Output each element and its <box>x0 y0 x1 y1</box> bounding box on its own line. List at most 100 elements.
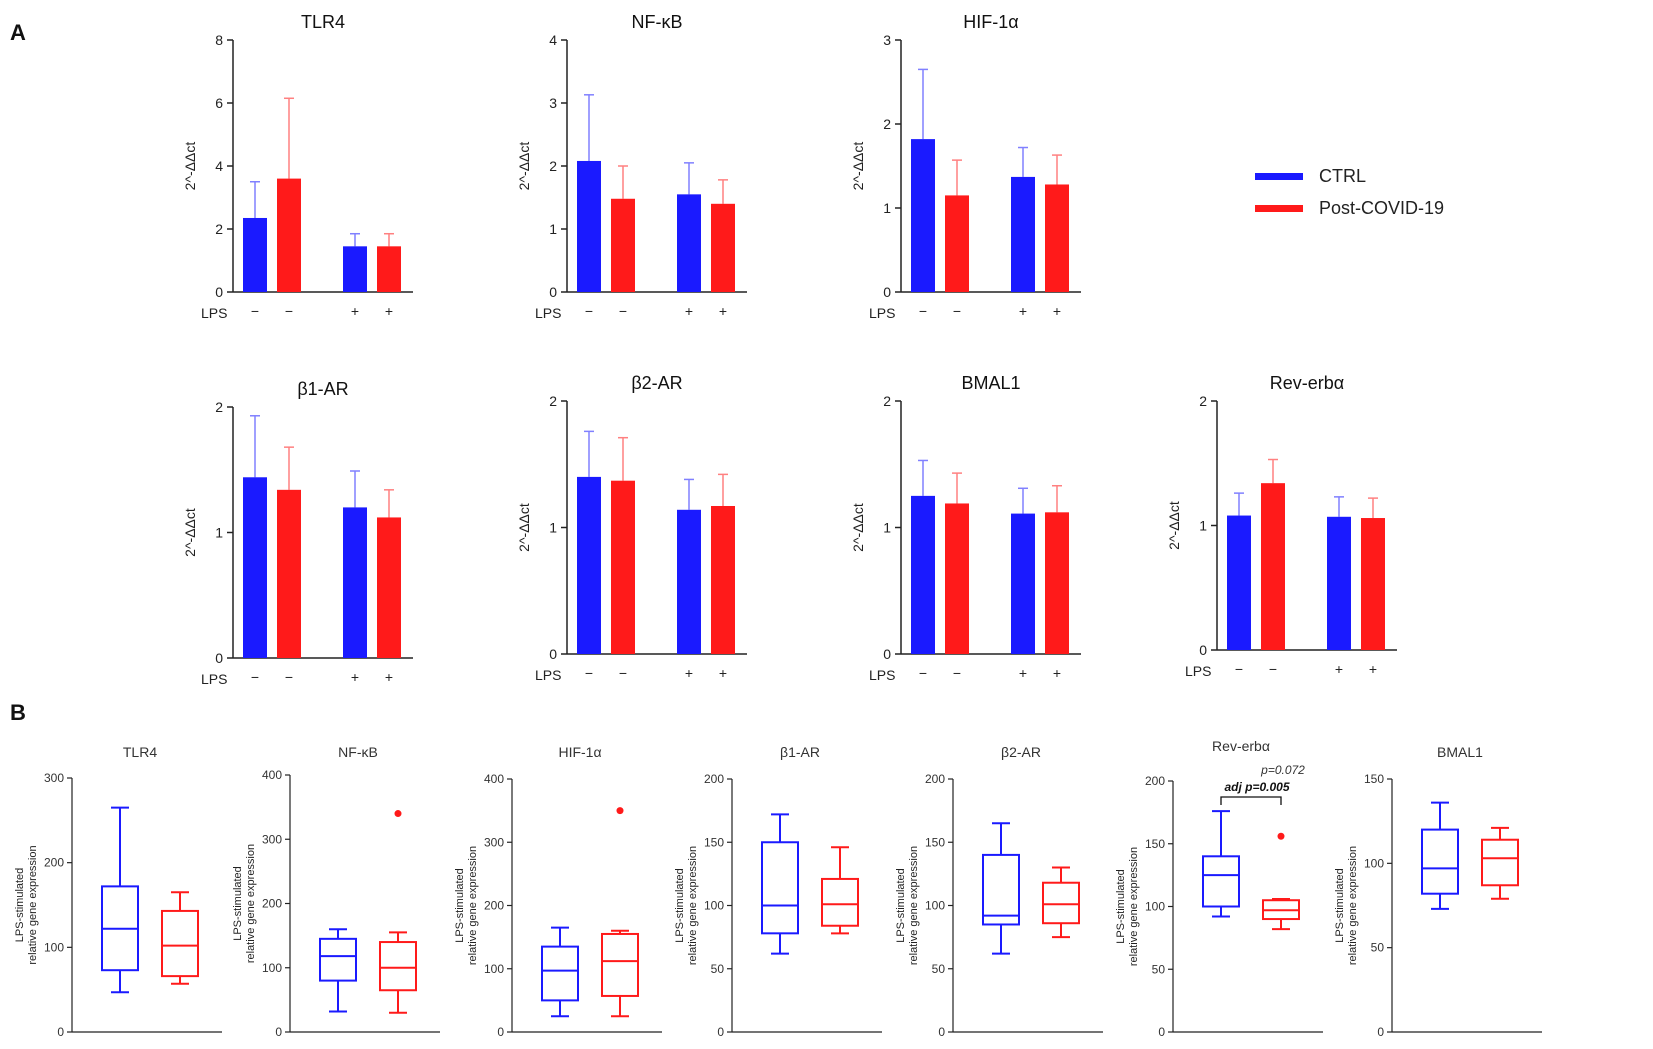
y-axis-label-line: LPS-stimulated <box>14 868 26 943</box>
box-post-covid <box>161 909 199 978</box>
lps-sign: − <box>251 669 259 685</box>
box-ctrl <box>319 937 357 982</box>
lps-label: LPS <box>1185 663 1211 679</box>
bar-ctrl-lps-minus <box>1227 515 1251 650</box>
y-tick-label: 2 <box>549 158 557 174</box>
chart-a-bmal1: BMAL1 2^-ΔΔct 0 1 2 LPS − − + + <box>850 373 1081 683</box>
chart-title: TLR4 <box>123 744 157 760</box>
y-tick-label: 100 <box>44 940 64 954</box>
lps-sign: − <box>619 303 627 319</box>
chart-b-tlr4: TLR4 LPS-stimulatedrelative gene expressi… <box>14 744 222 1039</box>
bar-post-covid-lps-plus <box>1045 512 1069 654</box>
box-post-covid <box>601 932 639 997</box>
lps-sign: − <box>285 669 293 685</box>
chart-title: β2-AR <box>631 373 682 393</box>
y-axis-label-line: LPS-stimulated <box>1115 869 1127 944</box>
box-ctrl <box>1202 855 1240 908</box>
y-tick-label: 4 <box>215 158 223 174</box>
lps-sign: + <box>351 303 359 319</box>
legend-label-ctrl: CTRL <box>1319 165 1367 186</box>
lps-sign: + <box>719 303 727 319</box>
lps-label: LPS <box>535 667 561 683</box>
bar-ctrl-lps-plus <box>677 194 701 292</box>
y-tick-label: 100 <box>925 899 945 913</box>
lps-sign: + <box>351 669 359 685</box>
y-axis-label: 2^-ΔΔct <box>850 503 866 552</box>
y-tick-label: 2 <box>1199 393 1207 409</box>
y-tick-label: 200 <box>262 897 282 911</box>
y-tick-label: 0 <box>57 1025 64 1039</box>
y-tick-label: 150 <box>1145 837 1165 851</box>
y-tick-label: 1 <box>549 520 557 536</box>
bar-post-covid-lps-plus <box>1045 184 1069 292</box>
lps-sign: + <box>385 669 393 685</box>
lps-sign: + <box>1335 661 1343 677</box>
chart-title: NF-κB <box>338 744 378 760</box>
lps-sign: + <box>1369 661 1377 677</box>
bar-post-covid-lps-minus <box>611 198 635 292</box>
y-tick-label: 0 <box>549 284 557 300</box>
y-tick-label: 1 <box>883 520 891 536</box>
lps-sign: − <box>585 303 593 319</box>
box-ctrl <box>1421 828 1459 895</box>
y-tick-label: 0 <box>883 284 891 300</box>
chart-a-tlr4: TLR4 2^-ΔΔct 0 2 4 6 8 LPS − − + + <box>182 12 413 321</box>
y-tick-label: 0 <box>1377 1025 1384 1039</box>
y-axis-label: LPS-stimulatedrelative gene expression <box>1115 847 1140 966</box>
panel-label-a: A <box>10 20 26 45</box>
y-tick-label: 2 <box>883 116 891 132</box>
outlier-post-covid <box>394 810 402 818</box>
lps-label: LPS <box>201 671 227 687</box>
y-axis-label: LPS-stimulatedrelative gene expression <box>674 846 699 965</box>
box-ctrl <box>982 853 1020 926</box>
y-axis-label-line: LPS-stimulated <box>674 868 686 943</box>
y-tick-label: 100 <box>704 899 724 913</box>
bar-ctrl-lps-plus <box>677 509 701 654</box>
y-tick-label: 200 <box>704 772 724 786</box>
y-axis-label: LPS-stimulatedrelative gene expression <box>895 846 920 965</box>
y-tick-label: 200 <box>484 899 504 913</box>
y-tick-label: 300 <box>44 771 64 785</box>
y-tick-label: 300 <box>262 832 282 846</box>
lps-sign: − <box>919 303 927 319</box>
bar-ctrl-lps-minus <box>911 139 935 292</box>
chart-title: HIF-1α <box>963 12 1018 32</box>
y-tick-label: 0 <box>549 646 557 662</box>
lps-sign: − <box>919 665 927 681</box>
box-post-covid <box>1042 881 1080 925</box>
bar-post-covid-lps-minus <box>611 480 635 654</box>
chart-a-reverb: Rev-erbα 2^-ΔΔct 0 1 2 LPS − − + + <box>1166 373 1397 679</box>
y-tick-label: 50 <box>932 962 946 976</box>
y-tick-label: 0 <box>717 1025 724 1039</box>
y-tick-label: 1 <box>215 525 223 541</box>
y-tick-label: 100 <box>262 961 282 975</box>
y-tick-label: 0 <box>883 646 891 662</box>
chart-a-b2ar: β2-AR 2^-ΔΔct 0 1 2 LPS − − + + <box>516 373 747 683</box>
bar-ctrl-lps-plus <box>1011 513 1035 654</box>
y-axis-label-line: LPS-stimulated <box>1334 868 1346 943</box>
lps-sign: + <box>1053 665 1061 681</box>
panel-label-b: B <box>10 700 26 725</box>
y-tick-label: 300 <box>484 835 504 849</box>
chart-title: HIF-1α <box>558 744 601 760</box>
box-post-covid <box>1481 838 1519 887</box>
bar-post-covid-lps-minus <box>277 489 301 658</box>
y-tick-label: 200 <box>925 772 945 786</box>
y-tick-label: 400 <box>484 772 504 786</box>
chart-b-b2ar: β2-AR LPS-stimulatedrelative gene express… <box>895 744 1103 1039</box>
bar-post-covid-lps-minus <box>277 178 301 292</box>
bar-ctrl-lps-plus <box>343 507 367 658</box>
lps-sign: + <box>1019 303 1027 319</box>
y-tick-label: 0 <box>215 650 223 666</box>
p-value: p=0.072 <box>1260 763 1305 777</box>
bar-ctrl-lps-plus <box>1327 516 1351 650</box>
box-ctrl <box>761 841 799 935</box>
chart-a-b1ar: β1-AR 2^-ΔΔct 0 1 2 LPS − − + + <box>182 379 413 687</box>
y-tick-label: 100 <box>1145 900 1165 914</box>
y-axis-label-line: relative gene expression <box>467 846 479 965</box>
y-tick-label: 0 <box>938 1025 945 1039</box>
y-axis-label-line: relative gene expression <box>245 844 257 963</box>
chart-b-reverb: Rev-erbα LPS-stimulatedrelative gene expr… <box>1115 738 1323 1039</box>
chart-title: β1-AR <box>297 379 348 399</box>
chart-title: β2-AR <box>1001 744 1041 760</box>
